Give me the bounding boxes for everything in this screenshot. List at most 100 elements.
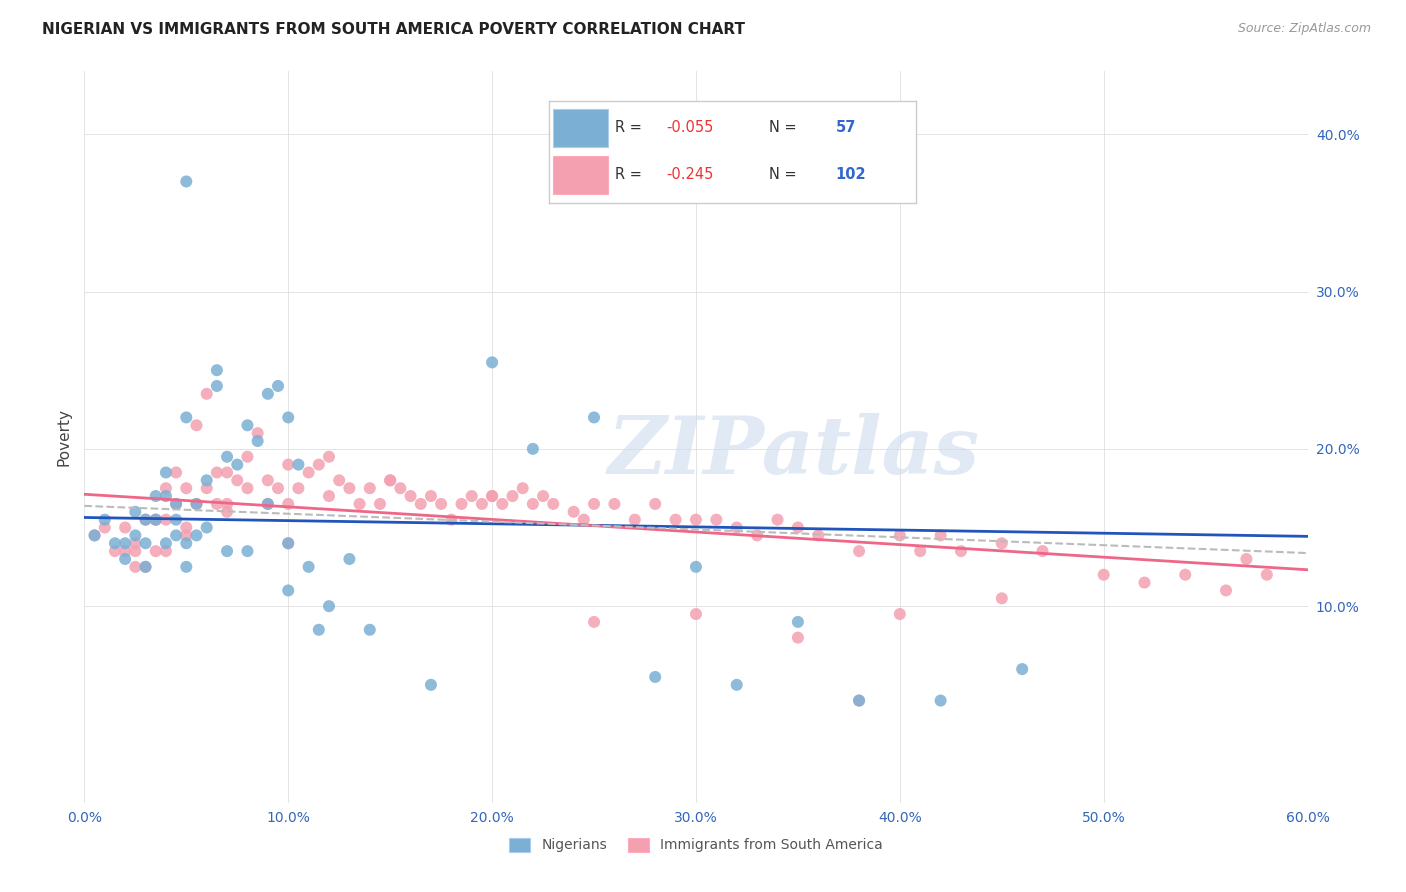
Point — [603, 497, 626, 511]
Point — [644, 670, 666, 684]
Point — [706, 513, 728, 527]
Point — [368, 497, 391, 511]
Point — [409, 497, 432, 511]
Point — [236, 544, 259, 558]
Point — [665, 513, 688, 527]
Point — [287, 458, 309, 472]
Point — [543, 497, 565, 511]
Point — [236, 481, 259, 495]
Point — [267, 379, 290, 393]
Point — [380, 473, 402, 487]
Point — [1236, 552, 1258, 566]
Point — [950, 544, 973, 558]
Point — [339, 481, 361, 495]
Point — [174, 559, 197, 574]
Point — [114, 544, 136, 558]
Point — [318, 599, 340, 614]
Point — [135, 513, 157, 527]
Point — [165, 497, 187, 511]
Point — [174, 536, 197, 550]
Point — [174, 410, 197, 425]
Point — [257, 473, 280, 487]
Point — [124, 536, 146, 550]
Point — [318, 489, 340, 503]
Point — [257, 497, 280, 511]
Point — [217, 497, 239, 511]
Point — [174, 174, 197, 188]
Point — [277, 536, 299, 550]
Point — [481, 489, 503, 503]
Point — [420, 489, 443, 503]
Point — [481, 489, 503, 503]
Point — [246, 434, 269, 448]
Point — [104, 544, 127, 558]
Point — [328, 473, 350, 487]
Point — [440, 513, 463, 527]
Point — [298, 466, 321, 480]
Point — [195, 520, 218, 534]
Point — [277, 458, 299, 472]
Point — [450, 497, 472, 511]
Point — [471, 497, 494, 511]
Point — [308, 458, 330, 472]
Point — [389, 481, 412, 495]
Point — [583, 410, 606, 425]
Point — [725, 520, 748, 534]
Point — [236, 450, 259, 464]
Point — [186, 497, 208, 511]
Point — [165, 513, 187, 527]
Point — [174, 520, 197, 534]
Point — [135, 536, 157, 550]
Point — [420, 678, 443, 692]
Point — [155, 536, 177, 550]
Point — [114, 536, 136, 550]
Point — [145, 513, 167, 527]
Point — [685, 559, 707, 574]
Point — [205, 466, 228, 480]
Point — [124, 505, 146, 519]
Point — [195, 481, 218, 495]
Text: ZIPatlas: ZIPatlas — [607, 413, 980, 491]
Point — [430, 497, 453, 511]
Point — [359, 623, 381, 637]
Point — [205, 379, 228, 393]
Point — [848, 693, 870, 707]
Point — [787, 520, 810, 534]
Point — [298, 559, 321, 574]
Y-axis label: Poverty: Poverty — [56, 408, 72, 467]
Point — [572, 513, 595, 527]
Point — [929, 693, 952, 707]
Point — [165, 497, 187, 511]
Point — [359, 481, 381, 495]
Point — [217, 466, 239, 480]
Legend: Nigerians, Immigrants from South America: Nigerians, Immigrants from South America — [503, 832, 889, 858]
Point — [1174, 567, 1197, 582]
Point — [155, 466, 177, 480]
Point — [725, 678, 748, 692]
Point — [583, 615, 606, 629]
Point — [491, 497, 513, 511]
Point — [512, 481, 534, 495]
Point — [257, 387, 280, 401]
Point — [1256, 567, 1278, 582]
Point — [502, 489, 524, 503]
Point — [186, 497, 208, 511]
Point — [685, 513, 707, 527]
Point — [991, 536, 1014, 550]
Point — [205, 363, 228, 377]
Point — [889, 607, 911, 621]
Point — [624, 513, 647, 527]
Point — [562, 505, 585, 519]
Point — [174, 528, 197, 542]
Point — [1011, 662, 1033, 676]
Point — [124, 559, 146, 574]
Point — [481, 355, 503, 369]
Point — [135, 513, 157, 527]
Point — [195, 473, 218, 487]
Point — [145, 513, 167, 527]
Point — [766, 513, 789, 527]
Point — [135, 559, 157, 574]
Text: NIGERIAN VS IMMIGRANTS FROM SOUTH AMERICA POVERTY CORRELATION CHART: NIGERIAN VS IMMIGRANTS FROM SOUTH AMERIC… — [42, 22, 745, 37]
Point — [145, 489, 167, 503]
Point — [217, 450, 239, 464]
